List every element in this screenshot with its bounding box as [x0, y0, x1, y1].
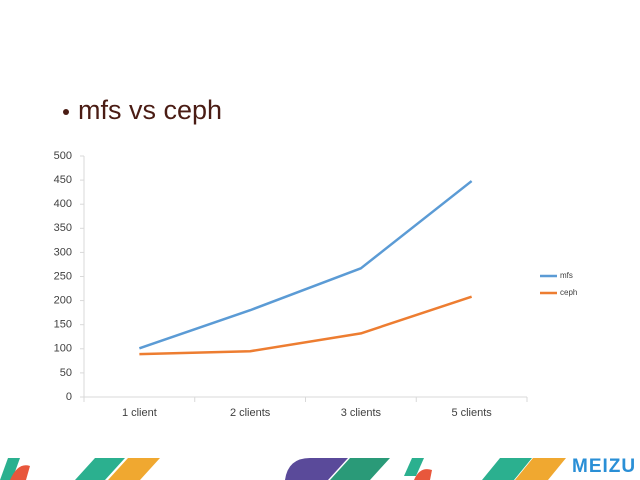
x-tick-label: 2 clients — [230, 407, 271, 419]
series-line — [138, 180, 473, 350]
deco — [10, 465, 30, 480]
deco — [515, 458, 566, 480]
deco — [414, 469, 432, 480]
x-tick-label: 1 client — [122, 407, 157, 419]
logo: MEIZU — [572, 456, 636, 477]
legend-label: mfs — [560, 271, 573, 280]
y-tick-label: 50 — [60, 367, 72, 379]
footer-decoration — [0, 458, 566, 480]
deco — [285, 458, 348, 480]
deco — [482, 458, 532, 480]
y-tick-label: 100 — [54, 343, 72, 355]
y-tick-label: 450 — [54, 174, 72, 186]
y-tick-label: 250 — [54, 270, 72, 282]
slide-title: mfs vs ceph — [78, 95, 222, 125]
y-tick-label: 150 — [54, 319, 72, 331]
deco — [0, 458, 20, 480]
deco — [75, 458, 125, 480]
y-tick-label: 0 — [66, 391, 72, 403]
deco — [404, 458, 424, 476]
bullet — [63, 109, 69, 115]
y-tick-label: 500 — [54, 150, 72, 162]
y-tick-label: 400 — [54, 198, 72, 210]
x-tick-label: 3 clients — [341, 407, 382, 419]
x-tick-label: 5 clients — [451, 407, 492, 419]
series-line — [139, 295, 473, 356]
y-tick-label: 350 — [54, 222, 72, 234]
deco — [108, 458, 160, 480]
y-tick-label: 200 — [54, 295, 72, 307]
legend-label: ceph — [560, 288, 577, 297]
deco — [330, 458, 390, 480]
y-tick-label: 300 — [54, 246, 72, 258]
